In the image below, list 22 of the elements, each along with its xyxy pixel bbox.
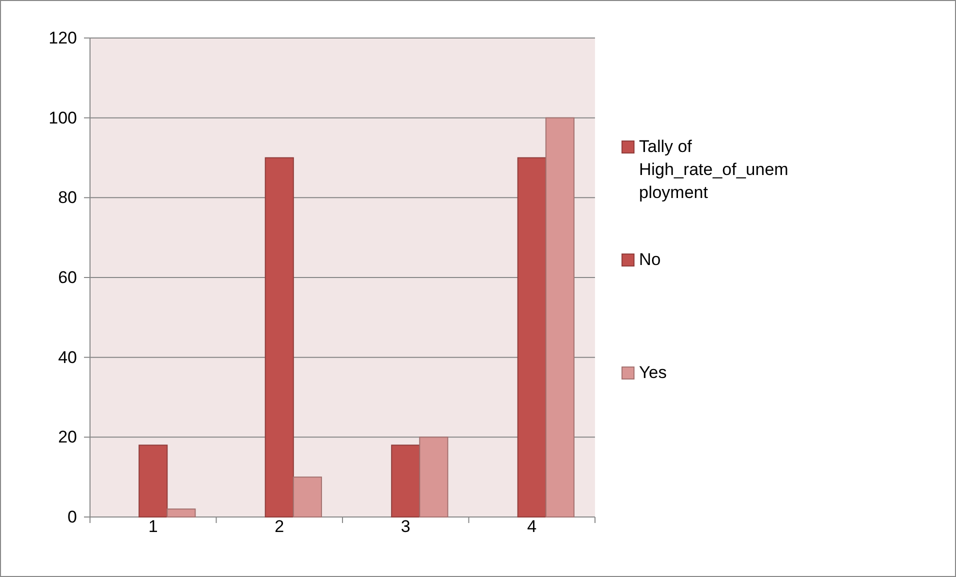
bar [292,476,322,518]
bar [166,508,196,518]
y-tick-label: 80 [58,188,77,208]
bar [391,444,420,518]
y-tick-label: 40 [58,348,77,367]
y-tick-label: 0 [68,507,77,526]
bar [517,157,546,518]
bar [264,157,294,518]
bar [419,436,448,518]
legend-label: Yes [639,363,667,382]
y-tick-label: 60 [58,268,77,287]
x-tick-label: 2 [274,517,284,536]
y-tick-label: 20 [58,428,77,447]
y-tick-label: 120 [48,28,77,48]
bar [545,117,574,518]
legend-label: No [639,250,661,269]
x-tick-label: 3 [400,517,410,536]
legend-label: Tally of High_rate_of_unemployment [639,137,788,202]
x-tick-label: 4 [527,517,537,536]
y-tick-label: 100 [48,108,77,128]
x-tick-label: 1 [148,517,158,536]
bar [138,444,168,518]
